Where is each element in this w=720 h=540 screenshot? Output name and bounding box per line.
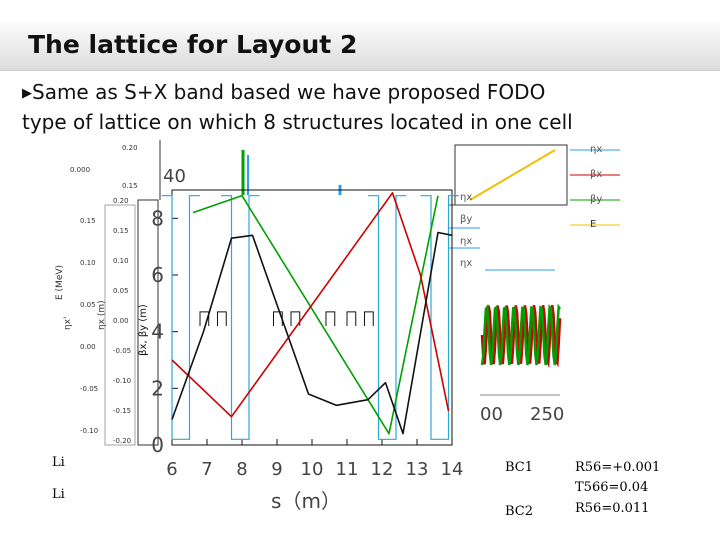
x-tick-label: 10 (301, 459, 324, 480)
bg-right-top-frame (454, 144, 568, 206)
x-tick-label: 11 (336, 459, 359, 480)
x-tick-label: 9 (271, 459, 282, 480)
bg-left-tick-label: -0.05 (113, 347, 131, 355)
background-plot-layer (104, 140, 620, 446)
bullet-icon: ▶ (22, 86, 32, 101)
table-bc2-r56: R56=0.011 (575, 501, 650, 516)
series-line-1 (192, 194, 439, 435)
series-line-3 (171, 231, 453, 435)
right-axis-tick-label: 00 (480, 404, 503, 425)
y-tick-label: 0 (151, 433, 164, 457)
structure-marker (364, 311, 374, 326)
bg-top-tick-label: 0.15 (122, 182, 138, 190)
y-tick-label: 2 (151, 376, 164, 400)
oscillation-line (480, 303, 562, 366)
quadrupole-marker (161, 195, 200, 440)
legend-right-label: βx (590, 169, 602, 180)
quadrupole-marker (368, 195, 407, 440)
plot-frame (171, 189, 453, 446)
background-text-group: 0.20 0.15 0.10 0.05 0.00 -0.05 -0.10 -0.15 -0.20… (55, 144, 602, 445)
table-left-label-2: Li (52, 487, 65, 502)
y-axis-label: βx, βy (m) (138, 304, 149, 356)
bg-big-tick-label: 40 (163, 166, 186, 187)
bg-mid-tick-label: 0.05 (80, 301, 96, 309)
table-left-label-1: Li (52, 455, 65, 470)
structure-marker (346, 311, 357, 326)
right-axis-tick-label: 250 (530, 404, 564, 425)
structure-marker (199, 311, 210, 326)
energy-line (469, 149, 556, 201)
bg-top-tick-label: 0.20 (122, 144, 138, 152)
bg-left-tick-label: 0.20 (113, 197, 129, 205)
structure-marker (325, 311, 336, 326)
bg-mid-tick-label: -0.05 (80, 385, 98, 393)
x-tick-label: 6 (166, 459, 177, 480)
bg-mid-tick-label: 0.10 (80, 259, 96, 267)
x-axis-label: s（m） (271, 489, 341, 513)
bg-small-tick-label: 0.000 (70, 166, 90, 174)
main-plot: 6 7 8 9 10 11 12 13 14 0 2 4 6 8 (151, 189, 463, 480)
series-group (171, 192, 453, 435)
legend-right-label: βy (590, 194, 602, 205)
slide-title: The lattice for Layout 2 (28, 30, 358, 59)
bullet-text-line-2: type of lattice on which 8 structures lo… (22, 110, 573, 134)
legend-mid-label: ηx (460, 236, 472, 247)
x-tick-label: 14 (441, 459, 464, 480)
legend-right-label: E (590, 219, 596, 230)
table-row-name-bc2: BC2 (505, 504, 534, 519)
bullet-text-line-1: ▶Same as S+X band based we have proposed… (22, 80, 545, 104)
y-tick-label: 6 (151, 263, 164, 287)
legend-right-label: ηx (590, 144, 602, 155)
x-tick-label: 12 (371, 459, 394, 480)
bg-left-tick-label: 0.15 (113, 227, 129, 235)
x-tick-label: 13 (406, 459, 429, 480)
bg-left-tick-label: 0.05 (113, 287, 129, 295)
table-row-name-bc1: BC1 (505, 460, 534, 475)
bg-mid-tick-label: -0.10 (80, 427, 98, 435)
structure-marker (217, 311, 227, 326)
table-bc1-r56: R56=+0.001 (575, 460, 661, 475)
bg-left-tick-label: -0.10 (113, 377, 131, 385)
bg-eta-axis-label: ηx' (63, 316, 73, 330)
legend-mid-label: βy (460, 214, 472, 225)
bg-left-tick-label: 0.00 (113, 317, 129, 325)
bg-mid-tick-label: 0.00 (80, 343, 96, 351)
series-line-2 (171, 192, 450, 418)
legend-mid-label: ηx (460, 258, 472, 269)
x-tick-label: 8 (236, 459, 247, 480)
bg-left-tick-label: -0.15 (113, 407, 131, 415)
bg-left-tick-label: 0.10 (113, 257, 129, 265)
bg-left-frame (137, 199, 159, 446)
quadrupole-marker (420, 195, 459, 440)
quadrupole-marker (221, 195, 260, 440)
bg-mid-frame (104, 204, 136, 446)
bullet-line1-text: Same as S+X band based we have proposed … (32, 80, 546, 104)
bg-energy-axis-label: E (MeV) (55, 265, 65, 300)
y-tick-label: 4 (151, 320, 164, 344)
legend-mid-label: ηx (460, 192, 472, 203)
x-tick-label: 7 (201, 459, 212, 480)
bg-etax-axis-label: ηx (m) (97, 300, 107, 330)
oscillation-panel (480, 303, 562, 368)
title-bar (0, 22, 720, 71)
y-tick-group: 0 2 4 6 8 (151, 206, 178, 457)
x-tick-group: 6 7 8 9 10 11 12 13 14 (166, 439, 463, 480)
bg-left-tick-label: -0.20 (113, 437, 131, 445)
y-tick-label: 8 (151, 206, 164, 230)
table-bc1-t566: T566=0.04 (575, 480, 649, 495)
bg-mid-tick-label: 0.15 (80, 217, 96, 225)
structure-marker (290, 311, 301, 326)
quadrupole-markers (161, 195, 459, 440)
